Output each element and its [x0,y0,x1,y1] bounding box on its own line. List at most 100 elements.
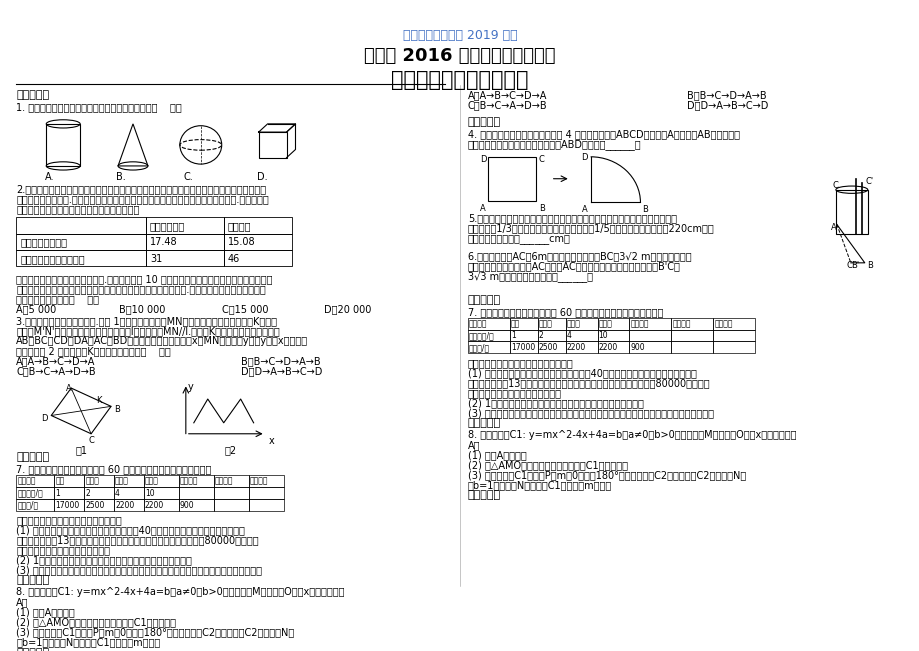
Text: C: C [846,261,852,270]
Bar [46,124,80,166]
Text: 4: 4 [115,489,119,497]
Text: AB、BC、CD、DA、AC、BD组成，记它的运动时间为x，MN的长度为y，若y关于x的函数图: AB、BC、CD、DA、AC、BD组成，记它的运动时间为x，MN的长度为y，若y… [17,336,308,346]
Text: 长度是它的1/3，另一根露出水面的长度是它的1/5，两根筷子长度之和为220cm，此: 长度是它的1/3，另一根露出水面的长度是它的1/5，两根筷子长度之和为220cm… [468,223,714,234]
Text: B: B [866,261,872,270]
Text: 每百公里燃油成本（元）: 每百公里燃油成本（元） [20,254,85,264]
Text: 10: 10 [598,331,607,340]
Text: 初级教师: 初级教师 [713,320,732,329]
Bar [597,329,629,341]
Text: A: A [830,223,836,232]
Text: 四、解答题: 四、解答题 [468,418,501,428]
Text: 普通汽车: 普通汽车 [228,221,251,231]
Text: 教师至少需招聘13人，而且学校对高级、中级教师的月支付工资不超过80000元，按学: 教师至少需招聘13人，而且学校对高级、中级教师的月支付工资不超过80000元，按… [468,378,709,388]
Text: (2) 若△AMO为等腰三角形，求抛物线C1的解析式；: (2) 若△AMO为等腰三角形，求抛物线C1的解析式； [17,618,176,628]
Text: 3√3 m，钓鱼竿转动的角度是______。: 3√3 m，钓鱼竿转动的角度是______。 [468,271,593,282]
Text: (3) 现将抛物线C1绕定点P（m，0）旋转180°后得到抛物线C2，若抛物线C2的顶点为N，: (3) 现将抛物线C1绕定点P（m，0）旋转180°后得到抛物线C2，若抛物线C… [17,628,294,637]
Text: 17000: 17000 [510,343,535,352]
Bar [146,250,223,266]
Text: 月工资/元: 月工资/元 [17,501,39,510]
Text: 校长: 校长 [510,320,519,329]
Bar [114,487,143,499]
Text: 17000: 17000 [55,501,79,510]
Bar [629,329,671,341]
Bar [84,499,114,510]
Text: 人员结构: 人员结构 [17,477,36,486]
Text: 副校长: 副校长 [85,477,99,486]
Text: 5.如图，两根筷子竖直于斜底水平的木桶中，在桶中加入水后，一根露出水面的: 5.如图，两根筷子竖直于斜底水平的木桶中，在桶中加入水后，一根露出水面的 [468,214,676,223]
Text: 数组长: 数组长 [598,320,612,329]
Text: 形（忽略铁丝的粗细），则所得扇形ABD的面积为______。: 形（忽略铁丝的粗细），则所得扇形ABD的面积为______。 [468,139,641,150]
Text: 2500: 2500 [539,343,558,352]
Text: C．B→C→A→D→B: C．B→C→A→D→B [17,366,96,376]
Text: A。: A。 [468,440,480,450]
Text: B': B' [850,261,858,270]
Text: 三、解答题: 三、解答题 [468,295,501,305]
Text: 中级教师: 中级教师 [214,477,233,486]
Text: 请根据上表提供的信息，回答下列问题：: 请根据上表提供的信息，回答下列问题： [468,358,573,368]
Text: 7. 某私立中学准备招聘教职员工 60 名，所有员工的月工资情况如下：: 7. 某私立中学准备招聘教职员工 60 名，所有员工的月工资情况如下： [17,464,211,474]
Text: 数学中考教学资料 2019 年编: 数学中考教学资料 2019 年编 [403,29,516,42]
Text: C: C [832,182,838,191]
Bar [597,341,629,353]
Text: 教师至少需招聘13人，而且学校对高级、中级教师的月支付工资不超过80000元，按学: 教师至少需招聘13人，而且学校对高级、中级教师的月支付工资不超过80000元，按… [17,535,258,546]
Bar [213,499,248,510]
Text: 8. 已知抛物线C1: y=mx^2-4x+4a=b（a≠0，b>0）的顶点为M，经过点O且与x轴另一交点为: 8. 已知抛物线C1: y=mx^2-4x+4a=b（a≠0，b>0）的顶点为M… [17,587,345,598]
Text: 当b=1，且顶点N在抛物线C1上时，求m的值。: 当b=1，且顶点N在抛物线C1上时，求m的值。 [468,480,611,490]
Text: 4: 4 [566,331,571,340]
Bar [178,499,213,510]
Text: 当b=1，且顶点N在抛物线C1上时，求m的值。: 当b=1，且顶点N在抛物线C1上时，求m的值。 [17,637,161,648]
Bar [712,318,754,329]
Text: 存于内置的蓄电池中.汽车在低速行驶时，使用蓄电池带动电动机驱动汽车，节约燃油.某品牌油电: 存于内置的蓄电池中.汽车在低速行驶时，使用蓄电池带动电动机驱动汽车，节约燃油.某… [17,194,268,204]
Text: (1) 如果学校准备招聘高级教师和中级教师共40名（其他员工人数不变），其中高级: (1) 如果学校准备招聘高级教师和中级教师共40名（其他员工人数不变），其中高级 [468,368,696,378]
Bar [487,157,535,201]
Text: (3) 在学校所支付的月工资最少时，据上表补充完整，并求所有员工月工资的中位数和众数。: (3) 在学校所支付的月工资最少时，据上表补充完整，并求所有员工月工资的中位数和… [468,408,713,418]
Text: D．D→A→B→C→D: D．D→A→B→C→D [241,366,322,376]
Text: A: A [581,205,587,214]
Bar [468,329,509,341]
Text: B: B [114,404,119,413]
Text: C: C [88,436,94,445]
Text: 7. 某私立中学准备招聘教职员工 60 名，所有员工的月工资情况如下：: 7. 某私立中学准备招聘教职员工 60 名，所有员工的月工资情况如下： [468,307,663,316]
Text: (1) 求点A的坐标；: (1) 求点A的坐标； [468,450,527,460]
Bar [17,487,54,499]
Text: (1) 如果学校准备招聘高级教师和中级教师共40名（其他员工人数不变），其中高级: (1) 如果学校准备招聘高级教师和中级教师共40名（其他员工人数不变），其中高级 [17,525,245,535]
Bar [538,318,565,329]
Bar [835,189,867,234]
Text: 象大致如图 2 所示，则点K的运动路径可能为（    ）。: 象大致如图 2 所示，则点K的运动路径可能为（ ）。 [17,346,171,356]
Text: 二、填空题: 二、填空题 [468,117,501,126]
Text: (3) 在学校所支付的月工资最少时，据上表补充完整，并求所有员工月工资的中位数和众数。: (3) 在学校所支付的月工资最少时，据上表补充完整，并求所有员工月工资的中位数和… [17,566,262,575]
Bar [565,318,597,329]
Text: 初级教师: 初级教师 [249,477,267,486]
Bar [712,329,754,341]
Text: 三、解答题: 三、解答题 [17,452,50,462]
Text: 8. 已知抛物线C1: y=mx^2-4x+4a=b（a≠0，b>0）的顶点为M，经过点O且与x轴另一交点为: 8. 已知抛物线C1: y=mx^2-4x+4a=b（a≠0，b>0）的顶点为M… [468,430,796,440]
Text: 情况下，发现选择油电混动汽车的成本不高于选择普通汽车的成本.则他在估算时，预计平均每年: 情况下，发现选择油电混动汽车的成本不高于选择普通汽车的成本.则他在估算时，预计平… [17,284,266,294]
Bar [565,341,597,353]
Text: A．A→B→C→D→A: A．A→B→C→D→A [17,356,96,366]
Text: (2) 1中的高级教师人数对学校支付的月工资最少？请说明理由。: (2) 1中的高级教师人数对学校支付的月工资最少？请说明理由。 [468,398,643,408]
Bar [223,250,291,266]
Text: 时木桶中水的深度是______cm。: 时木桶中水的深度是______cm。 [468,234,570,243]
Text: 四、解答题: 四、解答题 [17,575,50,585]
Text: A: A [480,204,485,214]
Text: D: D [581,153,587,162]
Bar [54,475,84,487]
Text: B: B [539,204,544,214]
Text: A.: A. [45,173,55,182]
Bar [468,341,509,353]
Text: 900: 900 [630,343,644,352]
Bar [597,318,629,329]
Text: 图2: 图2 [224,446,236,456]
Text: 油电混动汽车: 油电混动汽车 [150,221,185,231]
Text: (2) 若△AMO为等腰三角形，求抛物线C1的解析式；: (2) 若△AMO为等腰三角形，求抛物线C1的解析式； [468,460,628,470]
Bar [17,499,54,510]
Bar [509,341,538,353]
Bar [178,487,213,499]
Bar [223,217,291,234]
Text: D．20 000: D．20 000 [324,304,371,314]
Text: 高级教师: 高级教师 [179,477,199,486]
Text: 高级教师: 高级教师 [630,320,648,329]
Bar [146,217,223,234]
Text: 校要求，高级教师有几种招聘方案？: 校要求，高级教师有几种招聘方案？ [17,546,110,555]
Bar [671,318,712,329]
